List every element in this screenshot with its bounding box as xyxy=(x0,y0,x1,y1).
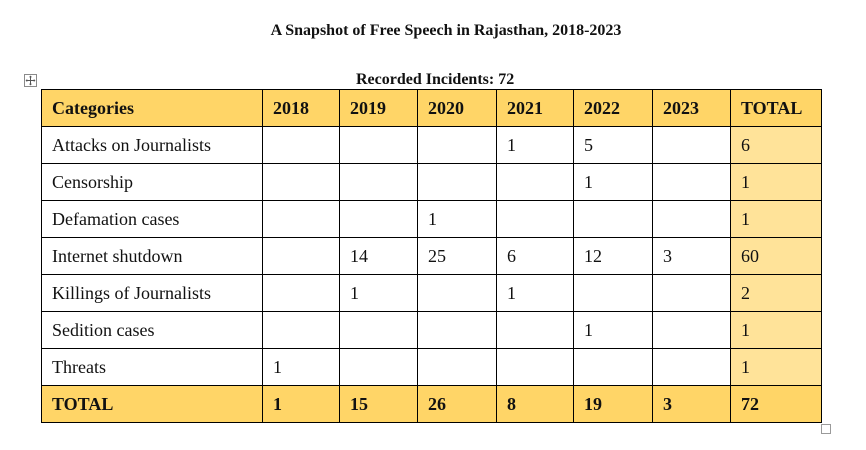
table-subtitle: Recorded Incidents: 72 xyxy=(356,71,515,88)
total-cell: 1 xyxy=(262,385,340,423)
table-cell: 1 xyxy=(496,126,574,164)
table-cell: 1 xyxy=(573,163,653,201)
total-cell: 26 xyxy=(417,385,497,423)
total-cell: 3 xyxy=(652,385,731,423)
row-total-cell: 1 xyxy=(730,163,822,201)
table-cell xyxy=(652,348,731,386)
table-cell: 1 xyxy=(573,311,653,349)
total-cell: 19 xyxy=(573,385,653,423)
table-cell xyxy=(652,200,731,238)
table-cell: 1 xyxy=(339,274,418,312)
table-row: Internet shutdown 14 25 6 12 3 60 xyxy=(41,237,822,275)
table-cell xyxy=(339,200,418,238)
header-cell: 2022 xyxy=(573,89,653,127)
table-row: Killings of Journalists 1 1 2 xyxy=(41,274,822,312)
table-cell xyxy=(339,163,418,201)
category-cell: Threats xyxy=(41,348,263,386)
move-arrows-icon[interactable] xyxy=(24,74,37,87)
incidents-table: Categories 2018 2019 2020 2021 2022 2023… xyxy=(41,89,822,423)
table-cell: 1 xyxy=(262,348,340,386)
category-cell: Defamation cases xyxy=(41,200,263,238)
table-cell xyxy=(573,348,653,386)
total-label-cell: TOTAL xyxy=(41,385,263,423)
table-cell xyxy=(417,311,497,349)
table-total-row: TOTAL 1 15 26 8 19 3 72 xyxy=(41,385,822,423)
table-cell xyxy=(339,126,418,164)
table-cell xyxy=(417,163,497,201)
table-cell xyxy=(339,348,418,386)
grand-total-cell: 72 xyxy=(730,385,822,423)
table-cell: 14 xyxy=(339,237,418,275)
category-cell: Sedition cases xyxy=(41,311,263,349)
table-cell xyxy=(262,311,340,349)
category-cell: Internet shutdown xyxy=(41,237,263,275)
category-cell: Censorship xyxy=(41,163,263,201)
table-cell xyxy=(496,163,574,201)
table-row: Threats 1 1 xyxy=(41,348,822,386)
table-cell xyxy=(573,200,653,238)
row-total-cell: 2 xyxy=(730,274,822,312)
row-total-cell: 1 xyxy=(730,200,822,238)
table-cell xyxy=(573,274,653,312)
table-cell xyxy=(262,200,340,238)
header-cell: TOTAL xyxy=(730,89,822,127)
total-cell: 8 xyxy=(496,385,574,423)
table-cell xyxy=(417,274,497,312)
header-cell: 2019 xyxy=(339,89,418,127)
table-cell xyxy=(496,311,574,349)
table-row: Sedition cases 1 1 xyxy=(41,311,822,349)
header-cell: Categories xyxy=(41,89,263,127)
table-cell xyxy=(496,348,574,386)
row-total-cell: 1 xyxy=(730,311,822,349)
table-cell xyxy=(339,311,418,349)
table-cell xyxy=(262,126,340,164)
table-cell xyxy=(652,126,731,164)
category-cell: Attacks on Journalists xyxy=(41,126,263,164)
table-row: Censorship 1 1 xyxy=(41,163,822,201)
table-cell: 6 xyxy=(496,237,574,275)
table-cell: 5 xyxy=(573,126,653,164)
table-cell xyxy=(262,274,340,312)
header-cell: 2020 xyxy=(417,89,497,127)
row-total-cell: 1 xyxy=(730,348,822,386)
table-cell: 1 xyxy=(496,274,574,312)
table-row: Attacks on Journalists 1 5 6 xyxy=(41,126,822,164)
table-cell: 25 xyxy=(417,237,497,275)
table-row: Defamation cases 1 1 xyxy=(41,200,822,238)
table-cell xyxy=(496,200,574,238)
row-total-cell: 60 xyxy=(730,237,822,275)
table-cell xyxy=(417,126,497,164)
table-cell xyxy=(652,274,731,312)
header-cell: 2021 xyxy=(496,89,574,127)
table-header-row: Categories 2018 2019 2020 2021 2022 2023… xyxy=(41,89,822,127)
header-cell: 2018 xyxy=(262,89,340,127)
total-cell: 15 xyxy=(339,385,418,423)
table-cell: 3 xyxy=(652,237,731,275)
category-cell: Killings of Journalists xyxy=(41,274,263,312)
table-cell xyxy=(652,163,731,201)
header-cell: 2023 xyxy=(652,89,731,127)
table-cell xyxy=(262,163,340,201)
row-total-cell: 6 xyxy=(730,126,822,164)
table-cell xyxy=(262,237,340,275)
table-cell xyxy=(417,348,497,386)
page-title: A Snapshot of Free Speech in Rajasthan, … xyxy=(270,22,622,39)
table-cell: 12 xyxy=(573,237,653,275)
table-cell xyxy=(652,311,731,349)
resize-handle-icon[interactable] xyxy=(821,424,831,434)
table-cell: 1 xyxy=(417,200,497,238)
